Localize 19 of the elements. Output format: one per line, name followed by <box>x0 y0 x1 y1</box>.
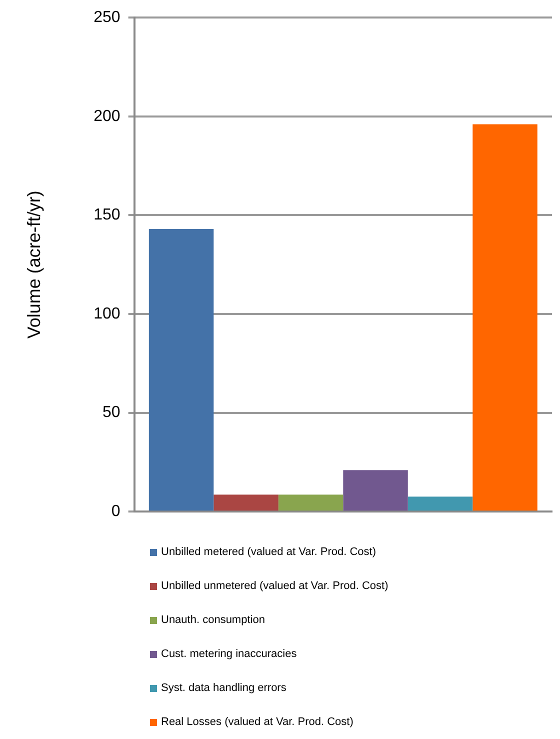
bar <box>343 470 408 511</box>
bar <box>214 494 278 511</box>
y-tick-label: 100 <box>94 305 120 322</box>
bar <box>148 229 214 511</box>
bar <box>472 124 538 511</box>
legend-label: Unbilled metered (valued at Var. Prod. Cost) <box>161 546 376 558</box>
bar <box>408 496 473 511</box>
y-tick-label: 250 <box>94 9 120 26</box>
y-tick-label: 200 <box>94 108 120 125</box>
y-tick-label: 0 <box>111 503 120 520</box>
legend-label: Syst. data handling errors <box>161 682 286 694</box>
legend-label: Unauth. consumption <box>161 614 265 626</box>
legend-label: Cust. metering inaccuracies <box>161 648 297 660</box>
y-axis-title: Volume (acre-ft/yr) <box>24 190 44 339</box>
legend-label: Unbilled unmetered (valued at Var. Prod. Cost) <box>161 580 388 592</box>
bar <box>278 494 344 511</box>
legend-label: Real Losses (valued at Var. Prod. Cost) <box>161 716 354 728</box>
y-tick-label: 150 <box>94 206 120 224</box>
y-tick-label: 50 <box>102 404 120 422</box>
